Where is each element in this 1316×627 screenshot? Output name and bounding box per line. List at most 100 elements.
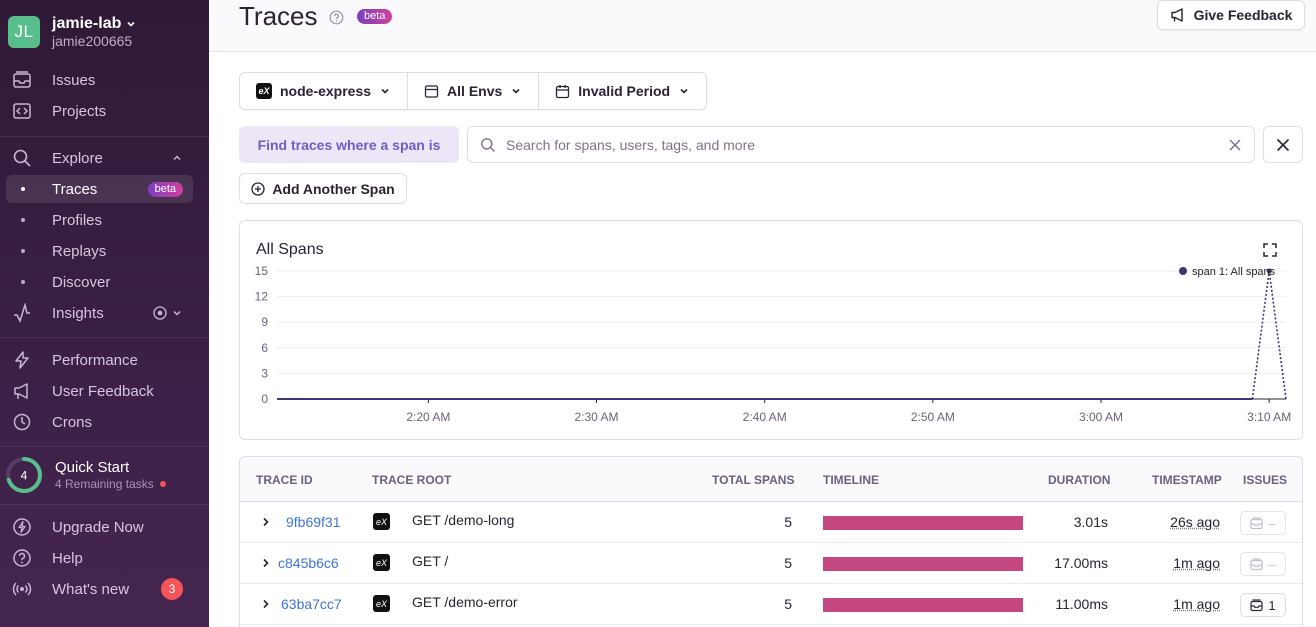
platform-icon: eX xyxy=(373,554,390,571)
table-row[interactable]: 9fb69f31 eX GET /demo-long 5 3.01s 26s ago – xyxy=(240,502,1302,543)
y-tick-label: 6 xyxy=(261,341,268,355)
whats-new-count: 3 xyxy=(161,578,183,600)
issues-icon xyxy=(11,69,33,91)
project-selector[interactable]: eX node-express xyxy=(240,73,409,109)
timestamp: 26s ago xyxy=(1170,514,1220,530)
platform-icon: eX xyxy=(373,595,390,612)
x-tick-label: 2:20 AM xyxy=(406,410,450,424)
issues-button[interactable]: – xyxy=(1240,511,1286,535)
x-tick-label: 3:00 AM xyxy=(1079,410,1123,424)
all-spans-chart-panel: All Spans 0 3 6 9 12 15 2:20 AM 2:30 AM 2:40 AM 2… xyxy=(239,220,1303,440)
trace-id-link[interactable]: 9fb69f31 xyxy=(286,514,341,530)
timestamp: 1m ago xyxy=(1173,555,1220,571)
bullet-icon xyxy=(21,249,25,253)
trace-id-link[interactable]: c845b6c6 xyxy=(278,555,339,571)
sidebar-item-user-feedback[interactable]: User Feedback xyxy=(6,377,193,405)
column-header-duration[interactable]: Duration xyxy=(1048,473,1111,487)
chevron-right-icon[interactable] xyxy=(260,515,272,531)
help-circle-icon[interactable] xyxy=(329,10,344,30)
give-feedback-label: Give Feedback xyxy=(1193,7,1293,23)
issues-button[interactable]: 1 xyxy=(1240,593,1286,617)
period-selector[interactable]: Invalid Period xyxy=(539,73,706,109)
quick-start[interactable]: 4 Quick Start 4 Remaining tasks xyxy=(5,456,166,494)
sidebar-item-upgrade[interactable]: Upgrade Now xyxy=(6,513,193,541)
sidebar-item-label: Crons xyxy=(52,413,93,431)
sidebar-item-label: Projects xyxy=(52,102,107,120)
remove-span-button[interactable] xyxy=(1263,126,1303,163)
chevron-right-icon[interactable] xyxy=(260,556,272,572)
expand-icon[interactable] xyxy=(1263,243,1277,262)
add-another-span-button[interactable]: Add Another Span xyxy=(239,173,407,204)
trace-root: GET /demo-long xyxy=(412,512,515,528)
y-tick-label: 3 xyxy=(261,366,268,380)
total-spans: 5 xyxy=(784,596,792,612)
clear-search-icon[interactable] xyxy=(1228,138,1242,152)
issues-count: – xyxy=(1268,515,1276,531)
give-feedback-button[interactable]: Give Feedback xyxy=(1157,0,1305,30)
quick-start-count: 4 xyxy=(21,469,28,483)
sidebar-item-replays[interactable]: Replays xyxy=(6,237,193,265)
environment-selector[interactable]: All Envs xyxy=(408,73,540,109)
duration: 17.00ms xyxy=(1054,555,1108,571)
legend-label: span 1: All spans xyxy=(1192,266,1276,278)
org-switcher[interactable]: JL jamie-lab jamie200665 xyxy=(8,15,137,49)
sidebar-divider xyxy=(0,446,209,447)
span-search-input[interactable] xyxy=(506,136,1228,153)
column-header-total-spans[interactable]: Total Spans xyxy=(712,473,795,487)
duration: 3.01s xyxy=(1073,514,1108,530)
sidebar-item-whats-new[interactable]: What's new 3 xyxy=(6,575,193,603)
legend-marker xyxy=(1179,267,1187,275)
column-header-timestamp[interactable]: Timestamp xyxy=(1152,473,1222,487)
y-tick-label: 9 xyxy=(261,315,268,329)
trace-id-link[interactable]: 63ba7cc7 xyxy=(281,596,342,612)
sidebar-item-label: Upgrade Now xyxy=(52,518,144,536)
sidebar-item-explore[interactable]: Explore xyxy=(6,144,193,172)
timeline-bar[interactable] xyxy=(823,516,1023,530)
sidebar-item-discover[interactable]: Discover xyxy=(6,268,193,296)
timeline-bar[interactable] xyxy=(823,557,1023,571)
sidebar-item-crons[interactable]: Crons xyxy=(6,408,193,436)
find-traces-label: Find traces where a span is xyxy=(239,126,459,163)
search-icon xyxy=(480,137,496,153)
all-spans-chart: 0 3 6 9 12 15 2:20 AM 2:30 AM 2:40 AM 2:50 AM 3:00… xyxy=(255,264,1292,424)
issues-button[interactable]: – xyxy=(1240,552,1286,576)
add-span-label: Add Another Span xyxy=(272,180,395,197)
sidebar-item-help[interactable]: Help xyxy=(6,544,193,572)
environment-label: All Envs xyxy=(447,83,503,99)
x-tick-label: 2:30 AM xyxy=(575,410,619,424)
sidebar-item-label: Discover xyxy=(52,273,111,291)
column-header-trace-id[interactable]: Trace ID xyxy=(256,473,313,487)
issues-icon xyxy=(1250,557,1263,570)
column-header-issues[interactable]: Issues xyxy=(1243,473,1288,487)
add-circle-icon[interactable] xyxy=(153,306,167,320)
sidebar-item-profiles[interactable]: Profiles xyxy=(6,206,193,234)
platform-icon: eX xyxy=(373,513,390,530)
page-filters: eX node-express All Envs Invalid Period xyxy=(239,72,708,110)
data-point xyxy=(1266,268,1272,274)
table-row[interactable]: c845b6c6 eX GET / 5 17.00ms 1m ago – xyxy=(240,543,1302,584)
chevron-right-icon[interactable] xyxy=(260,597,272,613)
column-header-trace-root[interactable]: Trace Root xyxy=(372,473,452,487)
total-spans: 5 xyxy=(784,514,792,530)
sidebar-item-label: Help xyxy=(52,549,83,567)
sidebar-item-traces[interactable]: Traces beta xyxy=(6,175,193,203)
quick-start-subtitle: 4 Remaining tasks xyxy=(55,476,154,491)
sidebar-item-insights[interactable]: Insights xyxy=(6,299,193,327)
upgrade-icon xyxy=(11,516,33,538)
org-user: jamie200665 xyxy=(52,33,133,50)
span-search-bar[interactable] xyxy=(467,126,1255,163)
chevron-down-icon xyxy=(173,310,181,316)
sidebar-item-projects[interactable]: Projects xyxy=(6,97,193,125)
period-label: Invalid Period xyxy=(578,83,671,99)
timeline-bar[interactable] xyxy=(823,598,1023,612)
sidebar-item-performance[interactable]: Performance xyxy=(6,346,193,374)
sidebar-divider xyxy=(0,136,209,137)
sidebar-item-label: What's new xyxy=(52,580,130,598)
trace-root: GET /demo-error xyxy=(412,594,518,610)
help-icon xyxy=(11,547,33,569)
issues-count: – xyxy=(1268,556,1276,572)
chevron-down-icon xyxy=(512,88,520,94)
table-row[interactable]: 63ba7cc7 eX GET /demo-error 5 11.00ms 1m ago 1 xyxy=(240,584,1302,625)
sidebar-item-issues[interactable]: Issues xyxy=(6,66,193,94)
column-header-timeline[interactable]: Timeline xyxy=(823,473,879,487)
